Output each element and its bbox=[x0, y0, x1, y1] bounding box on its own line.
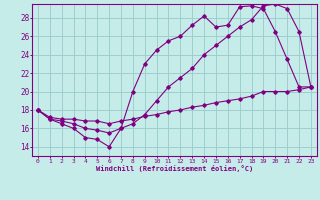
X-axis label: Windchill (Refroidissement éolien,°C): Windchill (Refroidissement éolien,°C) bbox=[96, 165, 253, 172]
